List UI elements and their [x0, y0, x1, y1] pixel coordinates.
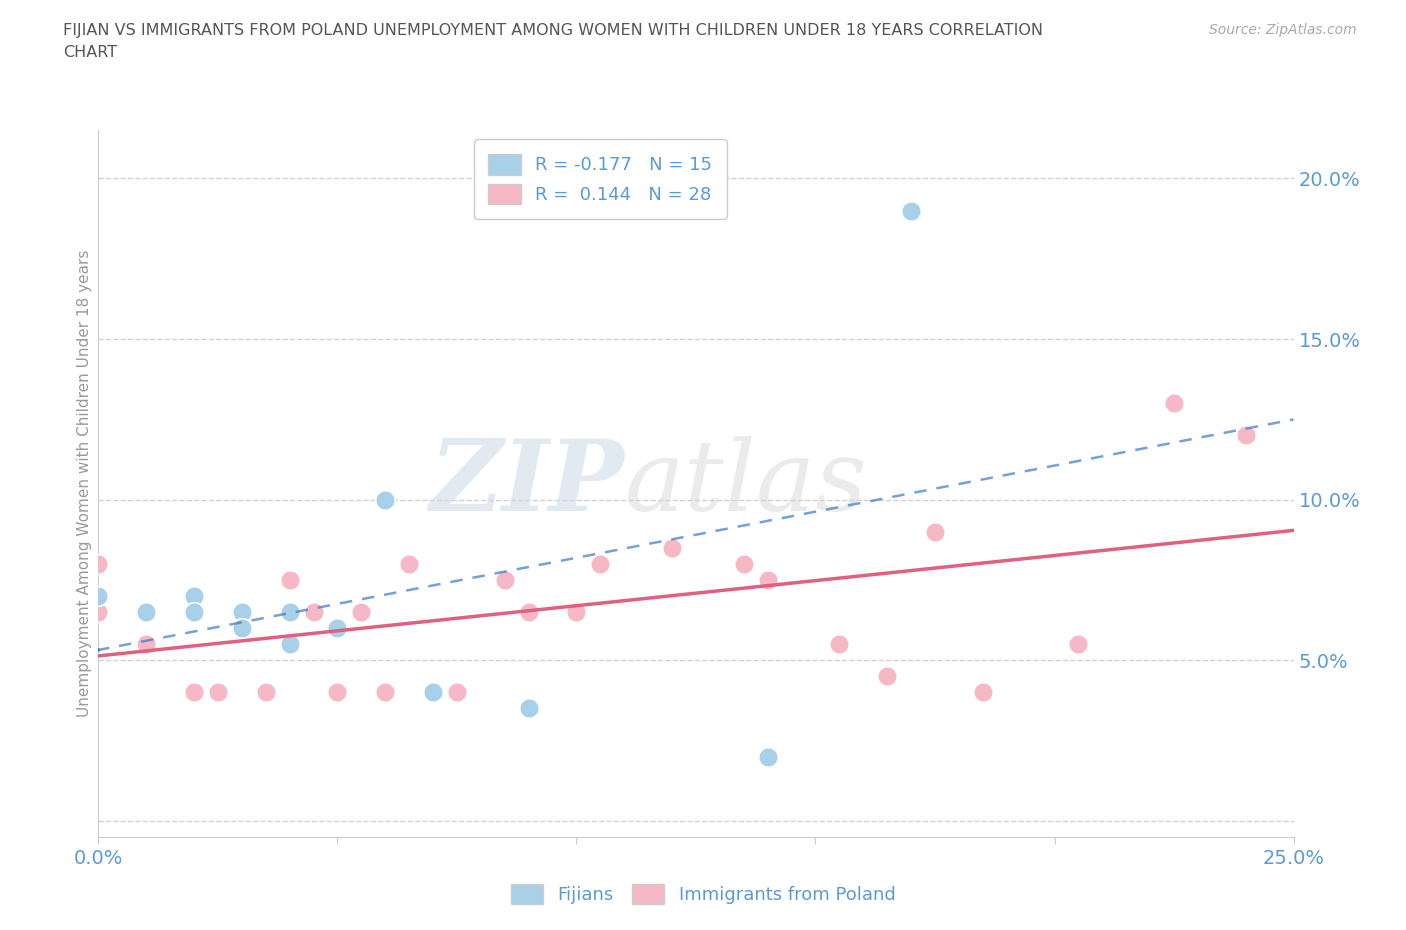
Y-axis label: Unemployment Among Women with Children Under 18 years: Unemployment Among Women with Children U… — [77, 250, 91, 717]
Text: ZIP: ZIP — [429, 435, 624, 532]
Point — [87, 556, 110, 571]
Point — [446, 685, 468, 700]
Point — [326, 620, 349, 635]
Point — [494, 573, 516, 588]
Point — [207, 685, 229, 700]
Text: Source: ZipAtlas.com: Source: ZipAtlas.com — [1209, 23, 1357, 37]
Point — [135, 637, 157, 652]
Point — [302, 604, 325, 619]
Point — [87, 589, 110, 604]
Legend: R = -0.177   N = 15, R =  0.144   N = 28: R = -0.177 N = 15, R = 0.144 N = 28 — [474, 140, 727, 219]
Point — [278, 604, 301, 619]
Point — [374, 685, 396, 700]
Point — [350, 604, 373, 619]
Point — [278, 573, 301, 588]
Point — [278, 637, 301, 652]
Point — [183, 589, 205, 604]
Point — [756, 750, 779, 764]
Point — [398, 556, 420, 571]
Point — [254, 685, 277, 700]
Point — [972, 685, 994, 700]
Point — [422, 685, 444, 700]
Point — [87, 604, 110, 619]
Point — [661, 540, 683, 555]
Legend: Fijians, Immigrants from Poland: Fijians, Immigrants from Poland — [503, 876, 903, 911]
Point — [1163, 396, 1185, 411]
Point — [231, 620, 253, 635]
Point — [900, 203, 922, 218]
Point — [135, 604, 157, 619]
Point — [326, 685, 349, 700]
Point — [756, 573, 779, 588]
Point — [876, 669, 898, 684]
Point — [517, 604, 540, 619]
Point — [517, 701, 540, 716]
Point — [231, 604, 253, 619]
Point — [589, 556, 612, 571]
Text: atlas: atlas — [624, 436, 868, 531]
Point — [565, 604, 588, 619]
Point — [183, 604, 205, 619]
Point — [733, 556, 755, 571]
Point — [1067, 637, 1090, 652]
Point — [183, 604, 205, 619]
Point — [231, 604, 253, 619]
Text: FIJIAN VS IMMIGRANTS FROM POLAND UNEMPLOYMENT AMONG WOMEN WITH CHILDREN UNDER 18: FIJIAN VS IMMIGRANTS FROM POLAND UNEMPLO… — [63, 23, 1043, 60]
Point — [183, 685, 205, 700]
Point — [924, 525, 946, 539]
Point — [374, 492, 396, 507]
Point — [828, 637, 851, 652]
Point — [1234, 428, 1257, 443]
